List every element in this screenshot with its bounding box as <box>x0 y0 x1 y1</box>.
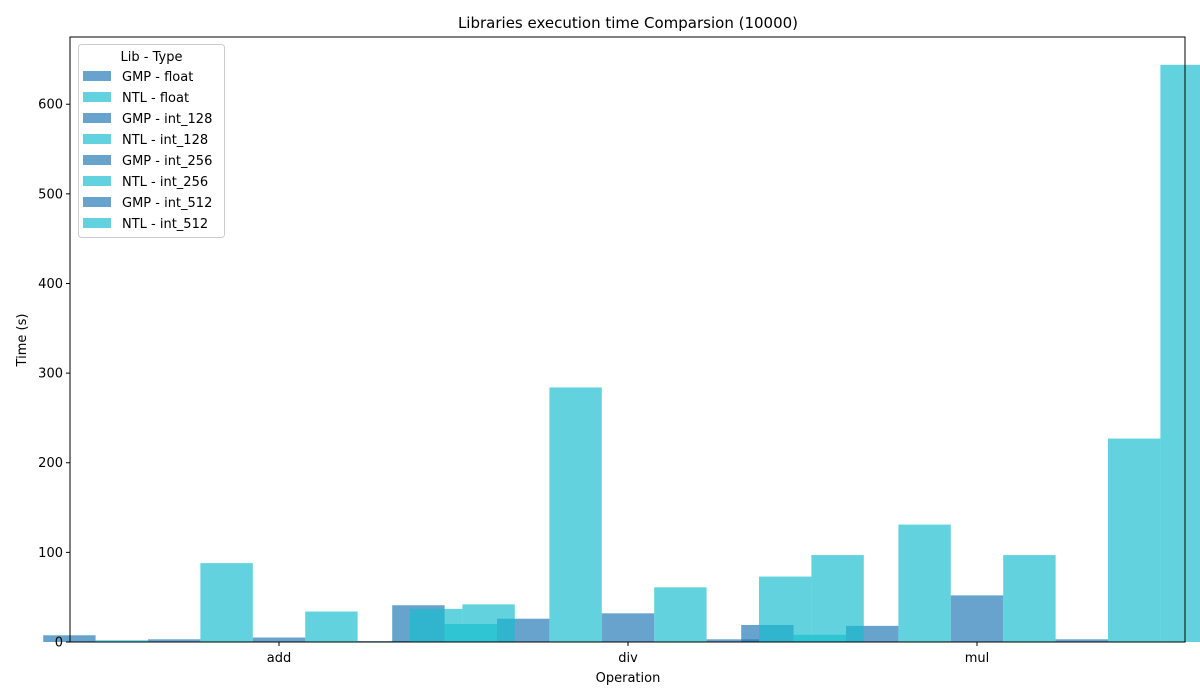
x-tick-label-add: add <box>267 651 291 666</box>
axes-layer: 0 100 200 300 400 500 600 add div mul <box>38 36 1186 666</box>
legend-box <box>78 44 225 238</box>
bar-add-series-0 <box>43 635 96 642</box>
bar-add-series-2 <box>148 639 201 642</box>
legend: Lib - Type GMP - float NTL - float GMP - in… <box>78 44 225 238</box>
bar-div-series-8 <box>811 555 864 642</box>
bars-layer <box>43 64 1200 643</box>
bar-add-series-3 <box>200 563 253 642</box>
y-tick-label: 200 <box>38 456 63 471</box>
bar-mul-series-8 <box>1160 64 1200 643</box>
legend-swatch <box>83 218 111 228</box>
bar-div-series-6 <box>706 639 759 642</box>
legend-swatch <box>83 92 111 102</box>
legend-label: NTL - int_512 <box>122 217 208 232</box>
x-axis-label: Operation <box>596 671 661 686</box>
bar-div-series-4 <box>601 613 655 642</box>
legend-label: NTL - float <box>122 91 189 106</box>
legend-swatch <box>83 155 111 165</box>
bar-div-series-3 <box>549 387 602 642</box>
legend-swatch <box>83 113 111 123</box>
legend-label: GMP - int_256 <box>122 154 212 169</box>
y-tick-label: 400 <box>38 277 63 292</box>
plot-frame <box>69 36 1186 643</box>
bar-add-series-7 <box>410 608 463 642</box>
legend-label: NTL - int_128 <box>122 133 208 148</box>
bar-mul-series-7 <box>1108 438 1161 642</box>
legend-swatch <box>83 134 111 144</box>
bar-add-series-8 <box>462 604 515 642</box>
legend-label: GMP - int_512 <box>122 196 212 211</box>
legend-swatch <box>83 176 111 186</box>
legend-title: Lib - Type <box>121 50 183 65</box>
bar-div-series-7 <box>759 576 812 642</box>
legend-swatch <box>83 197 111 207</box>
legend-swatch <box>83 71 111 81</box>
y-tick-label: 600 <box>38 98 63 113</box>
x-tick-label-div: div <box>618 651 638 666</box>
y-tick-label: 300 <box>38 367 63 382</box>
legend-label: GMP - int_128 <box>122 112 212 127</box>
bar-add-series-4 <box>252 637 306 642</box>
legend-label: NTL - int_256 <box>122 175 208 190</box>
y-tick-label: 500 <box>38 187 63 202</box>
legend-label: GMP - float <box>122 70 193 85</box>
x-tick-label-mul: mul <box>965 651 990 666</box>
bar-mul-series-5 <box>1003 555 1056 642</box>
chart-title: Libraries execution time Comparsion (100… <box>458 14 798 32</box>
bar-div-series-5 <box>654 587 707 642</box>
y-axis-label: Time (s) <box>15 314 30 368</box>
bar-mul-series-6 <box>1055 639 1108 642</box>
bar-mul-series-4 <box>950 595 1004 642</box>
bar-mul-series-3 <box>898 524 951 642</box>
bar-add-series-1 <box>95 640 148 642</box>
y-tick-label: 0 <box>55 636 63 651</box>
bar-add-series-5 <box>305 611 358 642</box>
y-tick-label: 100 <box>38 546 63 561</box>
